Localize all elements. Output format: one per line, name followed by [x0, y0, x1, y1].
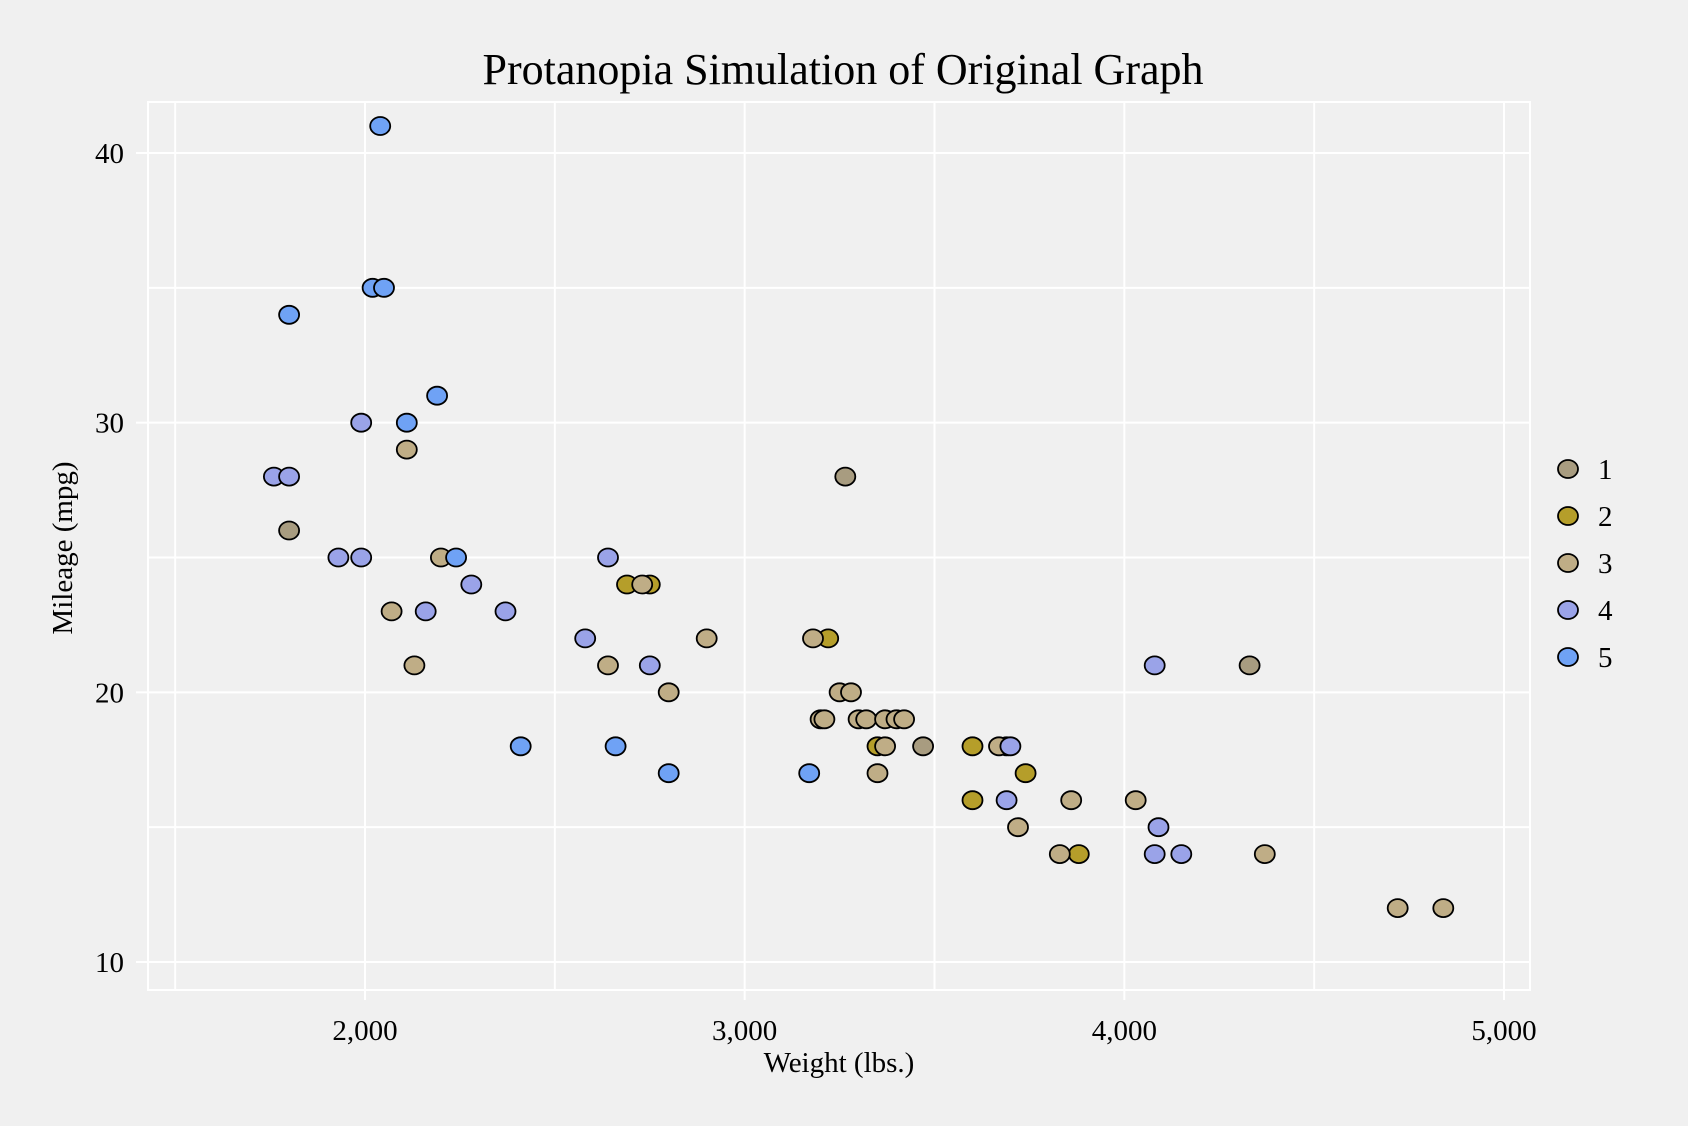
data-point-series-3: [866, 763, 889, 784]
data-point-series-4: [574, 628, 597, 649]
chart-title: Protanopia Simulation of Original Graph: [483, 45, 1204, 94]
x-tick-label: 3,000: [712, 1015, 777, 1047]
data-point-series-4: [1143, 655, 1166, 676]
data-point-series-3: [855, 709, 878, 730]
data-point-series-1: [278, 520, 301, 541]
data-point-series-5: [395, 412, 418, 433]
data-point-series-3: [893, 709, 915, 730]
x-axis-label: Weight (lbs.): [764, 1047, 915, 1079]
legend-marker-2: [1557, 506, 1579, 526]
data-point-series-1: [912, 736, 934, 757]
data-point-series-5: [373, 277, 395, 298]
data-point-series-3: [1386, 898, 1409, 918]
data-point-series-3: [813, 709, 836, 730]
grid-lines: [147, 101, 1531, 991]
data-point-series-2: [961, 736, 984, 757]
data-point-series-3: [1060, 790, 1083, 811]
data-point-series-3: [1124, 790, 1147, 811]
data-point-series-2: [1014, 763, 1037, 784]
axes: 2,000 3,000 4,000 5,000 10 20 30 40: [95, 102, 1537, 1047]
data-point-series-4: [1147, 817, 1170, 838]
legend: 1 2 3 4 5: [1557, 454, 1613, 674]
data-point-series-3: [1048, 844, 1071, 864]
data-point-series-3: [631, 574, 654, 595]
data-point-series-5: [445, 547, 468, 568]
legend-label-2: 2: [1598, 501, 1613, 533]
data-point-series-4: [999, 736, 1022, 757]
data-point-series-4: [278, 466, 301, 487]
data-point-series-5: [509, 736, 532, 757]
y-tick-label: 10: [95, 947, 124, 979]
data-point-series-5: [426, 385, 449, 406]
legend-marker-3: [1557, 553, 1579, 573]
data-point-series-3: [657, 682, 680, 703]
data-point-series-3: [1007, 817, 1029, 838]
legend-label-5: 5: [1598, 642, 1613, 674]
data-point-series-5: [604, 736, 627, 757]
data-points: [262, 116, 1455, 918]
data-point-series-4: [494, 601, 517, 622]
legend-marker-1: [1557, 459, 1579, 479]
data-point-series-3: [395, 439, 418, 460]
data-point-series-5: [657, 763, 680, 784]
data-point-series-1: [1238, 655, 1261, 676]
legend-label-3: 3: [1598, 548, 1613, 580]
data-point-series-2: [1067, 844, 1090, 864]
data-point-series-2: [961, 790, 984, 811]
legend-label-4: 4: [1598, 595, 1613, 627]
legend-label-1: 1: [1598, 454, 1613, 486]
data-point-series-3: [695, 628, 718, 649]
data-point-series-3: [840, 682, 862, 703]
data-point-series-4: [460, 574, 483, 595]
y-tick-label: 30: [95, 408, 124, 440]
data-point-series-5: [798, 763, 821, 784]
data-point-series-3: [597, 655, 619, 676]
y-tick-label: 40: [95, 138, 124, 170]
data-point-series-4: [638, 655, 661, 676]
data-point-series-3: [380, 601, 403, 622]
data-point-series-5: [278, 304, 301, 325]
data-point-series-4: [350, 412, 373, 433]
data-point-series-3: [802, 628, 824, 649]
data-point-series-4: [327, 547, 350, 568]
x-tick-label: 5,000: [1471, 1015, 1536, 1047]
legend-marker-4: [1557, 600, 1579, 620]
y-tick-label: 20: [95, 677, 124, 709]
data-point-series-3: [403, 655, 426, 676]
data-point-series-4: [1170, 844, 1193, 864]
data-point-series-3: [1253, 844, 1276, 864]
data-point-series-1: [834, 466, 857, 487]
data-point-series-3: [1432, 898, 1455, 918]
legend-marker-5: [1557, 647, 1579, 667]
x-tick-label: 4,000: [1092, 1015, 1157, 1047]
data-point-series-4: [414, 601, 437, 622]
data-point-series-4: [995, 790, 1018, 811]
y-axis-label: Mileage (mpg): [47, 461, 79, 634]
data-point-series-4: [1143, 844, 1166, 864]
data-point-series-4: [350, 547, 373, 568]
data-point-series-5: [369, 116, 392, 136]
x-tick-label: 2,000: [332, 1015, 397, 1047]
data-point-series-4: [597, 547, 619, 568]
data-point-series-3: [874, 736, 896, 757]
